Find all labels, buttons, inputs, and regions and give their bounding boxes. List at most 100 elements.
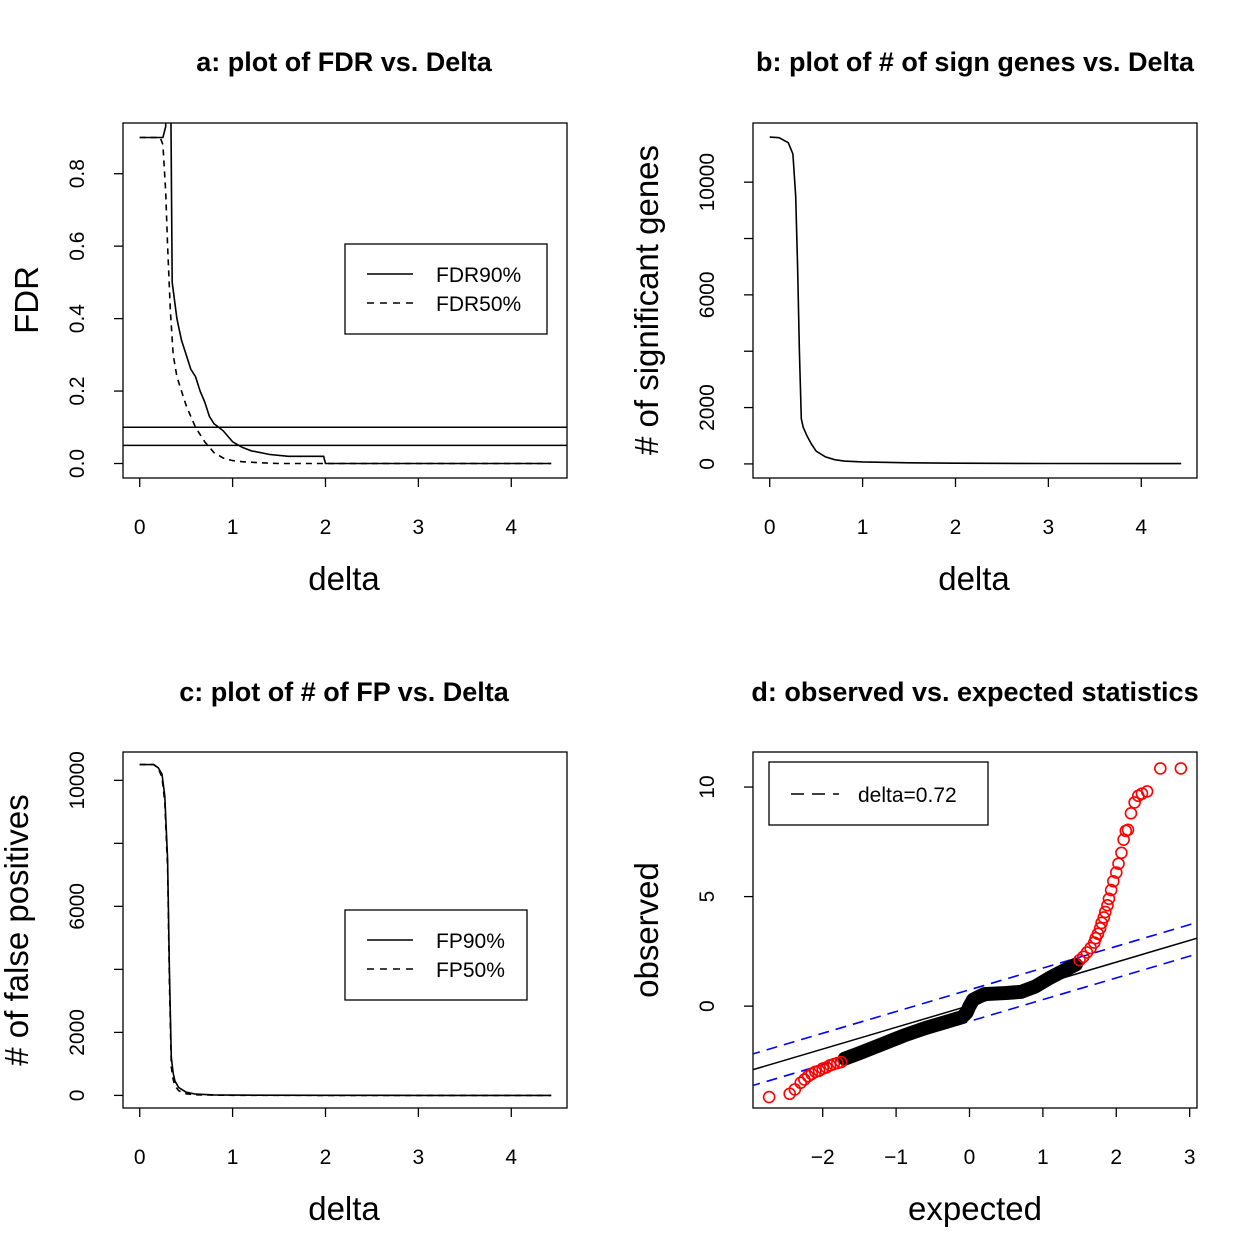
panel-b-plot-frame — [752, 122, 1198, 479]
panel-d-ytick-label: 0 — [696, 1000, 719, 1012]
panel-a-data-area — [123, 123, 567, 465]
panel-d-plot-frame — [752, 751, 1198, 1109]
panel-b-xtick-label: 3 — [1043, 516, 1055, 539]
panel-a-xtick-label: 1 — [227, 516, 239, 539]
panel-d-significant-point — [1098, 905, 1112, 919]
panel-d-xtick-label: 0 — [964, 1146, 976, 1169]
panel-d-data-area — [753, 762, 1197, 1104]
panel-d-legend-box — [768, 761, 989, 826]
panel-c-xtick-label: 4 — [505, 1146, 517, 1169]
panel-b-series-line-0 — [769, 136, 1182, 465]
panel-c-xlabel: delta — [308, 1190, 380, 1227]
panel-d-significant-point — [1109, 866, 1123, 879]
panel-d-xtick-label: 1 — [1037, 1146, 1049, 1169]
panel-d-xtick-label: −2 — [811, 1146, 835, 1169]
panel-a-legend-box — [344, 243, 548, 335]
panel-c-title: c: plot of # of FP vs. Delta — [179, 677, 510, 707]
panel-d-significant-point — [1091, 927, 1105, 941]
panel-a-plot-frame — [122, 122, 568, 479]
panel-d-significant-point — [1154, 762, 1167, 775]
panel-c-series-line-fp50pct — [139, 763, 552, 1097]
panel-a-xtick-label: 2 — [320, 516, 332, 539]
panel-d-significant-point — [762, 1090, 776, 1104]
panel-a-title: a: plot of FDR vs. Delta — [196, 47, 493, 77]
panel-a-legend-label: FDR50% — [436, 293, 521, 316]
panel-c-legend: FP90% FP50% — [344, 909, 528, 1001]
panel-b-ytick-label: 10000 — [696, 153, 719, 211]
panel-d-significant-point — [1124, 807, 1138, 820]
panel-a-xtick-label: 3 — [413, 516, 425, 539]
panel-a-ylabel: FDR — [8, 266, 45, 334]
panel-d-significant-point — [1097, 911, 1111, 924]
panel-b-xtick-label: 0 — [764, 516, 776, 539]
panel-d-significant-point — [1102, 892, 1116, 906]
panel-d-legend-label: delta=0.72 — [858, 784, 957, 807]
panel-d-ytick-label: 5 — [696, 891, 719, 903]
panel-d-significant-point — [1128, 796, 1141, 809]
panel-c-xtick-label: 2 — [320, 1146, 332, 1169]
panel-b-significant-genes-vs-delta: b: plot of # of sign genes vs. Delta del… — [628, 47, 1198, 597]
panel-c-xtick-label: 3 — [413, 1146, 425, 1169]
panel-d-marks: −2 −1 0 1 2 3 0 5 10 delta=0.72 — [696, 751, 1198, 1169]
panel-c-data-area — [139, 763, 552, 1097]
panel-a-ytick-label: 0.0 — [66, 449, 89, 478]
panel-a-ytick-label: 0.6 — [66, 232, 89, 261]
panel-d-significant-point — [1174, 762, 1188, 775]
panel-d-significant-point — [834, 1055, 848, 1069]
panel-c-ytick-label: 10000 — [66, 751, 89, 809]
panel-c-false-positives-vs-delta: c: plot of # of FP vs. Delta delta # of … — [0, 677, 568, 1227]
panel-b-xtick-label: 4 — [1135, 516, 1147, 539]
panel-c-legend-label: FP50% — [436, 959, 505, 982]
panel-b-xtick-label: 1 — [857, 516, 869, 539]
panel-c-ytick-label: 0 — [66, 1090, 89, 1102]
panel-d-significant-point — [1121, 823, 1135, 837]
panel-b-ylabel: # of significant genes — [628, 145, 665, 455]
panel-a-xtick-label: 4 — [505, 516, 517, 539]
panel-d-significant-point — [1107, 874, 1120, 888]
panel-d-significant-point — [1115, 846, 1128, 860]
panel-d-significant-point — [794, 1076, 808, 1090]
panel-a-ytick-label: 0.8 — [66, 159, 89, 188]
panel-a-legend-label: FDR90% — [436, 264, 521, 287]
panel-b-xlabel: delta — [938, 560, 1010, 597]
panel-d-ylabel: observed — [628, 862, 665, 998]
panel-b-marks: 0 1 2 3 4 0 2000 6000 10000 — [696, 122, 1198, 539]
panel-d-xlabel: expected — [908, 1190, 1042, 1227]
panel-a-ytick-label: 0.2 — [66, 376, 89, 405]
panel-d-observed-vs-expected: d: observed vs. expected statistics expe… — [628, 677, 1199, 1227]
panel-d-xtick-label: 3 — [1184, 1146, 1196, 1169]
panel-b-ytick-label: 0 — [696, 458, 719, 470]
panel-a-series-line-fdr50pct — [139, 136, 552, 465]
panel-d-significant-point — [1073, 953, 1086, 967]
panel-b-title: b: plot of # of sign genes vs. Delta — [756, 47, 1195, 77]
panel-d-significant-point — [1095, 916, 1108, 930]
panel-d-xtick-label: −1 — [884, 1146, 908, 1169]
panel-c-xtick-label: 0 — [134, 1146, 146, 1169]
panel-d-nonsignificant-points — [837, 957, 1083, 1066]
panel-b-ytick-label: 2000 — [696, 384, 719, 431]
panel-a-fdr-vs-delta: a: plot of FDR vs. Delta delta FDR 0 1 2 3 4… — [8, 47, 568, 597]
panel-c-ytick-label: 2000 — [66, 1009, 89, 1056]
panel-d-xtick-label: 2 — [1110, 1146, 1122, 1169]
panel-c-legend-label: FP90% — [436, 930, 505, 953]
panel-b-xtick-label: 2 — [950, 516, 962, 539]
panel-d-significant-point — [1140, 785, 1154, 798]
panel-b-data-area — [769, 136, 1182, 465]
panel-c-marks: 0 1 2 3 4 0 2000 6000 10000 FP90% FP50% — [66, 751, 568, 1169]
panel-c-plot-frame — [122, 751, 568, 1109]
panel-d-legend: delta=0.72 — [768, 761, 989, 826]
panel-c-ytick-label: 6000 — [66, 883, 89, 930]
panel-d-significant-point — [1104, 883, 1118, 897]
panel-b-ytick-label: 6000 — [696, 272, 719, 319]
panel-a-legend: FDR90% FDR50% — [344, 243, 548, 335]
panel-a-xtick-label: 0 — [134, 516, 146, 539]
panel-a-series-line-fdr90pct — [139, 123, 552, 465]
panel-c-ylabel: # of false positives — [0, 794, 35, 1065]
panel-c-xtick-label: 1 — [227, 1146, 239, 1169]
panel-a-xlabel: delta — [308, 560, 380, 597]
panel-a-marks: 0 1 2 3 4 0.0 0.2 0.4 0.6 0.8 FDR90% FDR50% — [66, 122, 568, 539]
panel-c-legend-box — [344, 909, 528, 1001]
panel-d-title: d: observed vs. expected statistics — [751, 677, 1198, 707]
